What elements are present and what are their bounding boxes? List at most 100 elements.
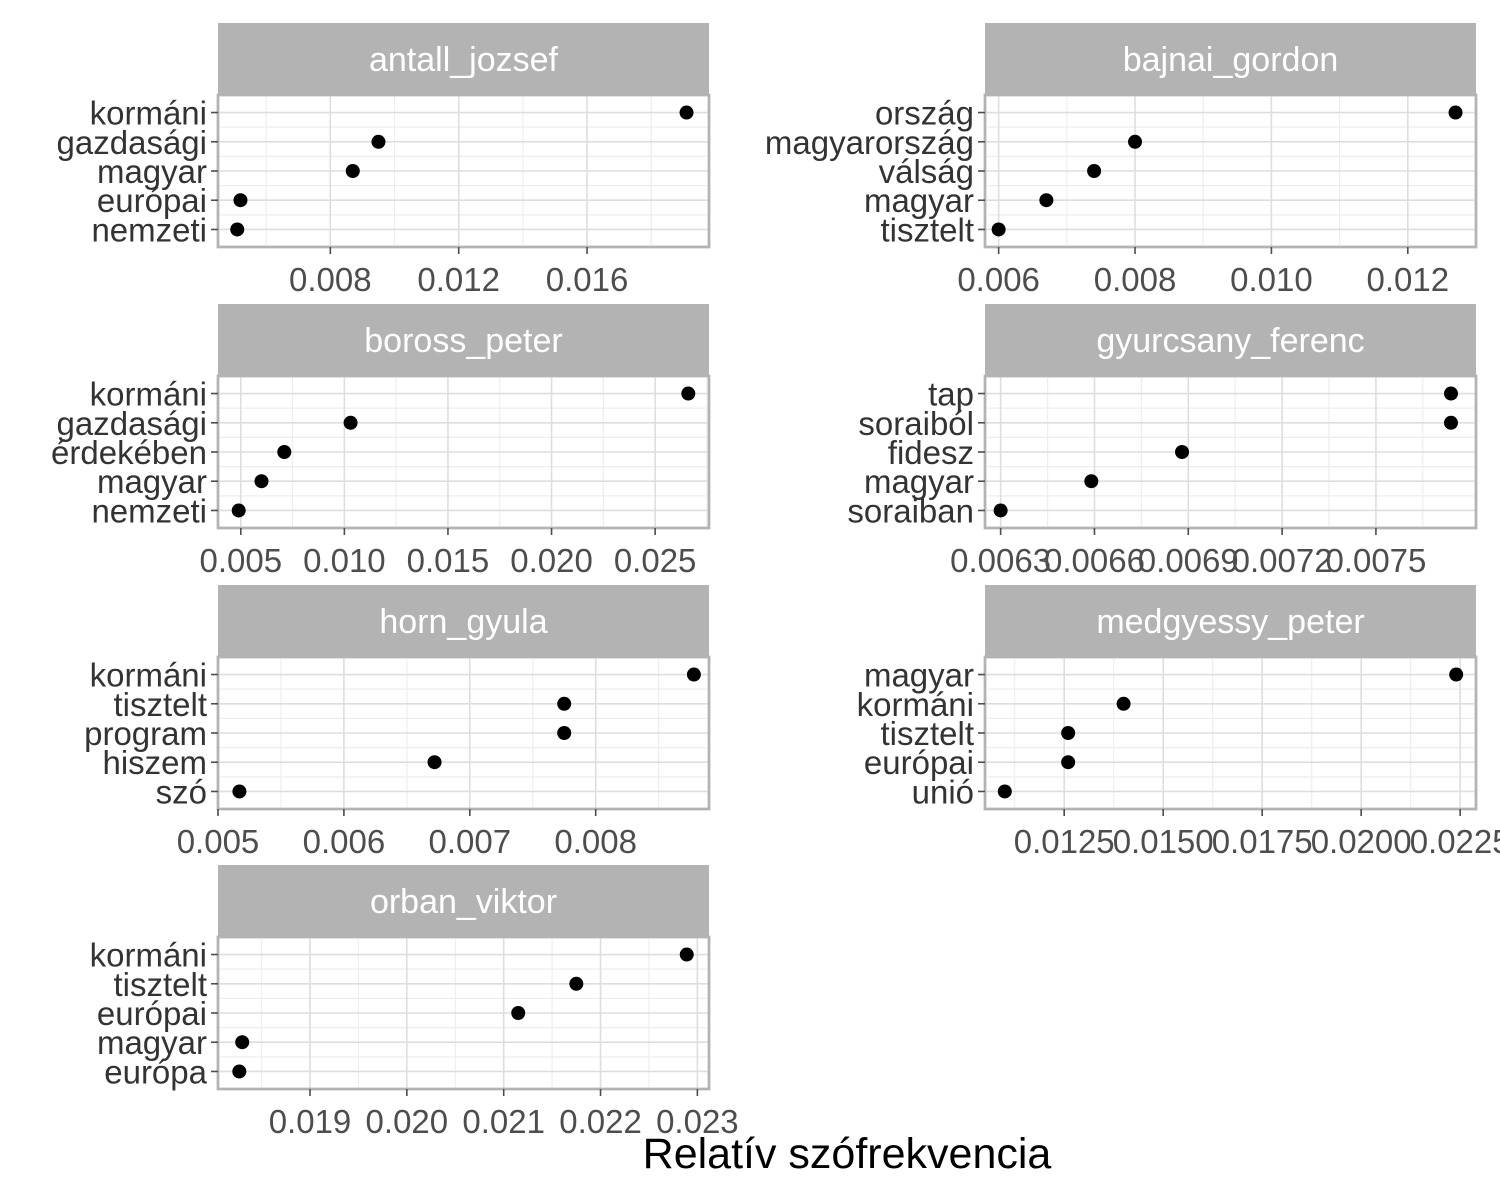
data-point-válság <box>1087 164 1102 178</box>
y-tick-label: kormáni <box>90 376 207 413</box>
strip-label: bajnai_gordon <box>1123 41 1339 79</box>
data-point-európa <box>232 1064 247 1079</box>
data-point-magyar <box>235 1035 250 1050</box>
strip-background <box>218 23 709 95</box>
y-tick-label: nemzeti <box>91 211 207 248</box>
strip-background <box>218 304 709 376</box>
x-tick-label: 0.021 <box>462 1103 545 1140</box>
y-tick-label: kormáni <box>90 657 207 694</box>
y-tick-label: unió <box>912 773 974 810</box>
x-tick-label: 0.020 <box>510 542 593 579</box>
y-tick-label: gazdasági <box>57 405 207 442</box>
x-tick-label: 0.016 <box>546 261 629 298</box>
y-tick-label: európai <box>864 744 974 781</box>
x-tick-label: 0.020 <box>366 1103 449 1140</box>
y-tick-label: tisztelt <box>113 686 207 723</box>
y-tick-label: tisztelt <box>113 966 207 1003</box>
y-tick-label: hiszem <box>102 744 207 781</box>
x-tick-label: 0.019 <box>269 1103 352 1140</box>
y-tick-label: magyar <box>864 657 974 694</box>
y-tick-label: válság <box>879 153 974 190</box>
data-point-nemzeti <box>230 222 245 237</box>
x-tick-label: 0.008 <box>1094 261 1177 298</box>
x-tick-label: 0.025 <box>614 542 697 579</box>
y-tick-label: ország <box>875 95 974 132</box>
x-tick-label: 0.005 <box>177 823 260 860</box>
data-point-tisztelt <box>557 696 572 711</box>
x-tick-label: 0.0200 <box>1311 823 1412 860</box>
y-tick-label: program <box>84 715 207 752</box>
data-point-kormáni <box>1116 696 1131 711</box>
x-tick-label: 0.012 <box>1367 261 1450 298</box>
data-point-kormáni <box>679 947 694 962</box>
strip-label: boross_peter <box>364 322 562 360</box>
y-tick-label: magyarország <box>765 124 974 161</box>
data-point-kormáni <box>679 105 694 120</box>
y-tick-label: európai <box>97 182 207 219</box>
panel-antall_jozsef: antall_jozsefnemzetieurópaimagyargazdasá… <box>57 23 711 298</box>
y-tick-label: soraiból <box>858 405 974 442</box>
data-point-unió <box>997 784 1012 799</box>
y-tick-label: magyar <box>97 463 207 500</box>
y-tick-label: kormáni <box>857 686 974 723</box>
x-tick-label: 0.0175 <box>1212 823 1313 860</box>
data-point-magyar <box>345 164 360 178</box>
x-tick-label: 0.006 <box>303 823 386 860</box>
y-tick-label: tisztelt <box>880 211 974 248</box>
panel-bajnai_gordon: bajnai_gordon tiszteltmagyarválságmagyaro… <box>765 23 1478 298</box>
x-axis-title: Relatív szófrekvencia <box>643 1130 1052 1178</box>
y-tick-label: szó <box>156 773 207 810</box>
x-tick-label: 0.007 <box>428 823 511 860</box>
data-point-soraiból <box>1443 415 1458 430</box>
data-point-soraiban <box>993 503 1008 518</box>
data-point-európai <box>1061 755 1076 770</box>
data-point-európai <box>511 1006 526 1020</box>
strip-label: horn_gyula <box>379 603 547 641</box>
y-tick-label: magyar <box>864 463 974 500</box>
x-tick-label: 0.0150 <box>1113 823 1214 860</box>
x-tick-label: 0.010 <box>303 542 386 579</box>
y-tick-label: kormáni <box>90 95 207 132</box>
y-tick-label: fidesz <box>888 434 974 471</box>
strip-label: gyurcsany_ferenc <box>1096 322 1364 360</box>
x-tick-label: 0.008 <box>554 823 637 860</box>
data-point-gazdasági <box>371 134 386 149</box>
data-point-hiszem <box>427 755 442 770</box>
y-tick-label: magyar <box>97 1024 207 1061</box>
y-tick-label: európai <box>97 995 207 1032</box>
data-point-érdekében <box>277 445 292 459</box>
x-tick-label: 0.015 <box>407 542 490 579</box>
x-tick-label: 0.022 <box>559 1103 642 1140</box>
x-tick-label: 0.012 <box>417 261 500 298</box>
x-tick-label: 0.0125 <box>1014 823 1115 860</box>
panel-boross_peter: boross_peternemzetimagyarérdekébengazdas… <box>51 304 711 579</box>
x-tick-label: 0.010 <box>1230 261 1313 298</box>
x-tick-label: 0.005 <box>199 542 282 579</box>
y-tick-label: magyar <box>97 153 207 190</box>
x-tick-label: 0.0066 <box>1044 542 1145 579</box>
data-point-tap <box>1443 386 1458 401</box>
data-point-európai <box>233 193 248 208</box>
data-point-tisztelt <box>569 976 584 991</box>
data-point-magyar <box>1039 193 1054 208</box>
y-tick-label: kormáni <box>90 937 207 974</box>
y-tick-label: érdekében <box>51 434 207 471</box>
x-tick-label: 0.023 <box>656 1103 739 1140</box>
data-point-magyar <box>254 474 269 489</box>
data-point-kormáni <box>686 667 701 682</box>
data-point-tisztelt <box>991 222 1006 237</box>
data-point-magyar <box>1084 474 1099 489</box>
strip-label: orban_viktor <box>370 883 557 921</box>
data-point-szó <box>232 784 247 799</box>
y-tick-label: európa <box>104 1053 207 1090</box>
y-tick-label: soraiban <box>847 492 974 529</box>
x-tick-label: 0.008 <box>289 261 372 298</box>
data-point-magyarország <box>1128 134 1143 149</box>
panels-layer: antall_jozsefnemzetieurópaimagyargazdasá… <box>51 23 1500 1140</box>
y-tick-label: gazdasági <box>57 124 207 161</box>
panel-horn_gyula: horn_gyula szóhiszemprogramtiszteltkormán… <box>84 585 711 860</box>
panel-medgyessy_peter: medgyessy_peter unióeurópaitiszteltkormán… <box>857 585 1500 860</box>
x-tick-label: 0.0225 <box>1410 823 1500 860</box>
y-tick-label: nemzeti <box>91 492 207 529</box>
